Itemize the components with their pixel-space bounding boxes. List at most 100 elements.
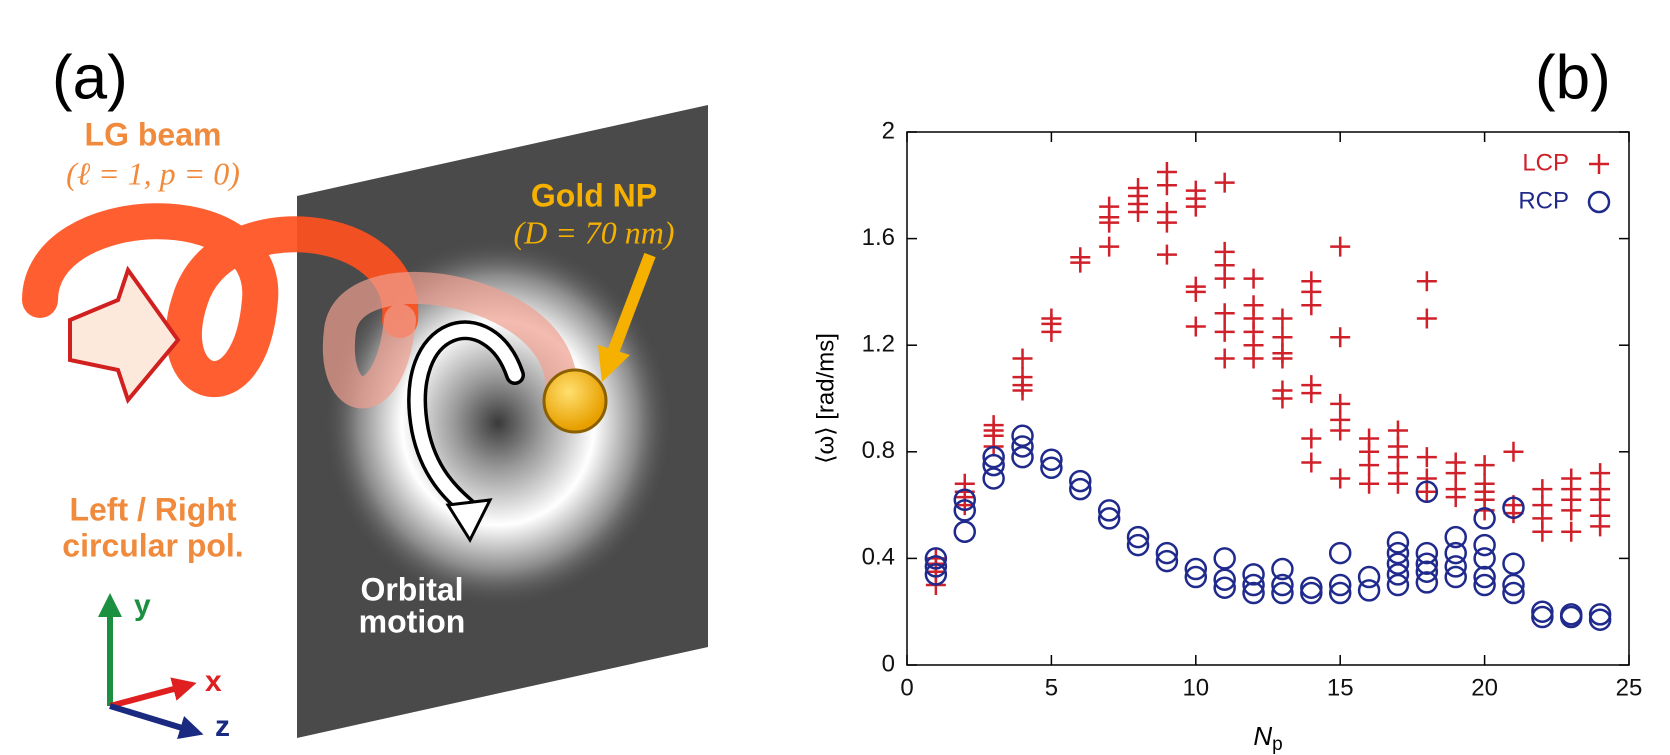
lcp-point — [1272, 380, 1293, 401]
lcp-point — [1330, 468, 1351, 489]
y-tick-label: 1.2 — [862, 331, 895, 358]
rcp-point — [924, 555, 948, 578]
rcp-point — [1213, 576, 1236, 599]
rcp-point — [1097, 507, 1121, 530]
rcp-point — [1155, 541, 1179, 565]
rcp-point — [982, 467, 1005, 490]
axis-z-arrow — [109, 703, 204, 739]
legend-marker — [1587, 190, 1611, 214]
x-tick-label: 20 — [1471, 674, 1498, 701]
rcp-point — [1040, 448, 1063, 472]
rcp-point — [1502, 573, 1525, 597]
rcp-point — [1444, 565, 1467, 589]
x-axis-label-main: N — [1253, 721, 1272, 751]
rcp-point — [1588, 603, 1612, 626]
lcp-point — [1503, 441, 1524, 462]
beam-title: LG beam — [85, 116, 222, 152]
rcp-point — [1444, 525, 1467, 549]
gold-np — [542, 368, 608, 434]
y-tick-label: 1.6 — [862, 224, 895, 251]
rcp-point — [1328, 581, 1352, 605]
lcp-point — [1214, 303, 1235, 324]
lcp-point — [1416, 271, 1437, 292]
lcp-point — [1359, 473, 1380, 494]
x-axis-label-sub: p — [1272, 734, 1283, 755]
rcp-point — [1300, 576, 1323, 599]
y-tick-label: 0.4 — [862, 544, 895, 571]
lcp-point — [1041, 308, 1062, 329]
lcp-point — [1156, 244, 1177, 265]
rcp-point — [953, 520, 977, 543]
lcp-point — [1214, 348, 1235, 369]
rcp-point — [1300, 581, 1323, 605]
rcp-point — [1126, 525, 1150, 549]
lcp-point — [1214, 172, 1235, 193]
plot-frame — [906, 131, 1630, 666]
lcp-point — [1156, 161, 1177, 182]
beam-params: (ℓ = 1, p = 0) — [66, 155, 240, 191]
rcp-point — [1040, 456, 1063, 480]
rcp-point — [1588, 608, 1612, 631]
polarization-line: Left / Right — [69, 491, 236, 527]
particle-title: Gold NP — [531, 177, 657, 213]
rcp-point — [1531, 600, 1554, 623]
rcp-point — [1213, 547, 1236, 570]
rcp-point — [1444, 555, 1467, 578]
y-tick-label: 0 — [882, 650, 895, 677]
lcp-point — [1185, 316, 1206, 337]
panel-label: (b) — [1535, 43, 1611, 112]
lcp-point — [1387, 420, 1408, 441]
legend-marker — [1589, 154, 1609, 174]
rcp-point — [1242, 581, 1265, 605]
rcp-point — [1271, 573, 1294, 597]
rcp-point — [953, 499, 977, 522]
lcp-point — [1474, 473, 1495, 494]
particle-size: (D = 70 nm) — [513, 214, 674, 250]
lcp-point — [1214, 321, 1235, 342]
rcp-point — [1184, 565, 1208, 589]
np-pointer-head — [598, 345, 630, 382]
lcp-point — [1532, 479, 1553, 500]
rcp-point — [1271, 557, 1294, 581]
axis-x-arrow — [109, 677, 197, 709]
np-pointer — [606, 252, 656, 358]
rcp-point — [1155, 549, 1179, 573]
rcp-point — [1011, 435, 1034, 458]
lcp-point — [1301, 452, 1322, 473]
rcp-point — [1473, 547, 1496, 570]
lcp-point — [1128, 177, 1149, 198]
lcp-point — [1330, 236, 1351, 257]
diagram: (a) LG beam (ℓ = 1, p = 0) Gold NP (D = … — [22, 43, 708, 743]
rcp-point — [924, 563, 948, 586]
orbit-arrowhead — [445, 498, 493, 544]
rcp-point — [1502, 552, 1525, 575]
lcp-point — [1474, 455, 1495, 476]
rcp-point — [1473, 565, 1496, 589]
rcp-point — [1502, 496, 1525, 520]
rcp-point — [1328, 573, 1352, 597]
panel-label: (a) — [52, 43, 128, 112]
rcp-point — [1271, 581, 1294, 605]
rcp-point — [1502, 581, 1525, 605]
rcp-point — [1415, 552, 1439, 575]
lcp-point — [1099, 236, 1120, 257]
x-tick-label: 15 — [1327, 674, 1354, 701]
lcp-point — [1590, 463, 1611, 484]
lcp-point — [1301, 271, 1322, 292]
rcp-point — [1011, 424, 1034, 448]
rcp-point — [1386, 563, 1410, 586]
rcp-point — [953, 488, 977, 512]
rcp-point — [1357, 579, 1381, 602]
axis-x-label: x — [205, 665, 222, 698]
orbit-arrow — [410, 323, 522, 517]
chart: 0 5 10 15 20 25 0 0.4 0.8 1.2 1.6 2 Np ⟨ω⟩ [rad/ms] LC… — [812, 117, 1642, 755]
rcp-point — [1386, 552, 1410, 575]
rcp-point — [1415, 480, 1439, 504]
lcp-point — [1416, 308, 1437, 329]
x-tick-label: 5 — [1045, 674, 1058, 701]
rcp-point — [982, 445, 1005, 469]
rcp-point — [1242, 563, 1265, 586]
lcp-point — [1416, 447, 1437, 468]
rcp-point — [1415, 571, 1439, 594]
lcp-point — [1156, 201, 1177, 222]
